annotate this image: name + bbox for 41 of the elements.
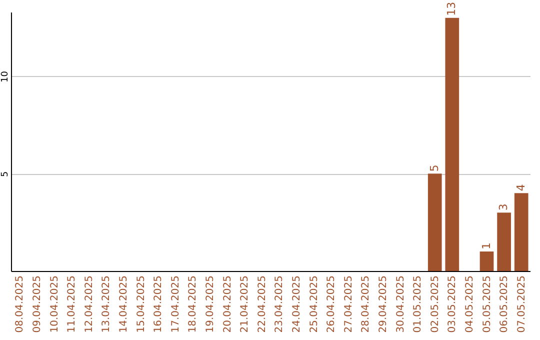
x-tick-label: 18.04.2025 bbox=[188, 276, 199, 333]
x-tick-label: 07.05.2025 bbox=[516, 276, 528, 333]
x-tick-label: 17.04.2025 bbox=[170, 276, 182, 333]
x-tick-label: 02.05.2025 bbox=[430, 276, 441, 333]
x-tick-label: 04.05.2025 bbox=[464, 276, 476, 333]
x-tick-label: 22.04.2025 bbox=[256, 276, 268, 333]
bar bbox=[497, 212, 511, 271]
x-tick-label: 12.04.2025 bbox=[84, 276, 95, 333]
x-tick-label: 21.04.2025 bbox=[240, 276, 251, 333]
data-label: 4 bbox=[514, 184, 528, 192]
data-label: 13 bbox=[445, 2, 458, 16]
x-tick-label: 29.04.2025 bbox=[378, 276, 389, 333]
x-tick-label: 26.04.2025 bbox=[326, 276, 338, 333]
x-tick-label: 05.05.2025 bbox=[482, 276, 493, 333]
x-tick-label: 11.04.2025 bbox=[66, 276, 78, 333]
x-tick-label: 08.04.2025 bbox=[14, 276, 26, 333]
x-tick-label: 10.04.2025 bbox=[49, 276, 60, 333]
bar bbox=[445, 18, 460, 271]
y-tick-label: 10 bbox=[0, 70, 10, 82]
bar bbox=[514, 193, 528, 271]
x-tick-label: 28.04.2025 bbox=[360, 276, 372, 333]
x-tick-label: 20.04.2025 bbox=[222, 276, 234, 333]
x-tick-label: 16.04.2025 bbox=[153, 276, 164, 333]
x-tick-label: 24.04.2025 bbox=[291, 276, 302, 333]
x-tick-label: 09.04.2025 bbox=[32, 276, 43, 333]
x-tick-label: 06.05.2025 bbox=[499, 276, 510, 333]
x-tick-label: 19.04.2025 bbox=[204, 276, 216, 333]
x-tick-label: 03.05.2025 bbox=[447, 276, 458, 333]
x-tick-label: 25.04.2025 bbox=[308, 276, 320, 333]
x-tick-label: 13.04.2025 bbox=[101, 276, 112, 333]
x-tick-label: 01.05.2025 bbox=[412, 276, 424, 333]
x-tick-label: 14.04.2025 bbox=[118, 276, 130, 333]
x-tick-label: 15.04.2025 bbox=[136, 276, 147, 333]
data-label: 1 bbox=[480, 242, 493, 250]
data-label: 5 bbox=[428, 164, 441, 172]
x-tick-label: 27.04.2025 bbox=[343, 276, 354, 333]
data-label: 3 bbox=[497, 204, 510, 211]
bar bbox=[480, 252, 494, 271]
x-tick-label: 23.04.2025 bbox=[274, 276, 286, 333]
bar bbox=[428, 174, 442, 271]
x-tick-label: 30.04.2025 bbox=[395, 276, 406, 333]
